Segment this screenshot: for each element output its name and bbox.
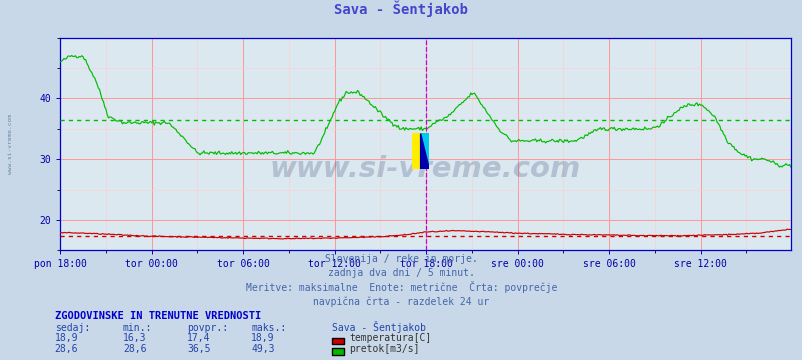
Text: 18,9: 18,9 — [55, 333, 78, 343]
Bar — [420, 134, 429, 170]
Bar — [411, 134, 420, 170]
Text: www.si-vreme.com: www.si-vreme.com — [8, 114, 13, 174]
Text: 16,3: 16,3 — [123, 333, 146, 343]
Text: 17,4: 17,4 — [187, 333, 210, 343]
Polygon shape — [420, 134, 429, 170]
Text: povpr.:: povpr.: — [187, 323, 228, 333]
Text: zadnja dva dni / 5 minut.: zadnja dva dni / 5 minut. — [328, 269, 474, 279]
Text: pretok[m3/s]: pretok[m3/s] — [349, 344, 419, 354]
Text: 28,6: 28,6 — [55, 344, 78, 354]
Text: ZGODOVINSKE IN TRENUTNE VREDNOSTI: ZGODOVINSKE IN TRENUTNE VREDNOSTI — [55, 311, 261, 321]
Text: Slovenija / reke in morje.: Slovenija / reke in morje. — [325, 254, 477, 264]
Text: www.si-vreme.com: www.si-vreme.com — [269, 156, 581, 184]
Text: navpična črta - razdelek 24 ur: navpična črta - razdelek 24 ur — [313, 297, 489, 307]
Text: min.:: min.: — [123, 323, 152, 333]
Text: maks.:: maks.: — [251, 323, 286, 333]
Text: Meritve: maksimalne  Enote: metrične  Črta: povprečje: Meritve: maksimalne Enote: metrične Črta… — [245, 281, 557, 293]
Text: 28,6: 28,6 — [123, 344, 146, 354]
Text: 49,3: 49,3 — [251, 344, 274, 354]
Text: sedaj:: sedaj: — [55, 323, 90, 333]
Text: 36,5: 36,5 — [187, 344, 210, 354]
Text: Sava - Šentjakob: Sava - Šentjakob — [334, 0, 468, 17]
Text: Sava - Šentjakob: Sava - Šentjakob — [331, 321, 425, 333]
Text: temperatura[C]: temperatura[C] — [349, 333, 431, 343]
Text: 18,9: 18,9 — [251, 333, 274, 343]
